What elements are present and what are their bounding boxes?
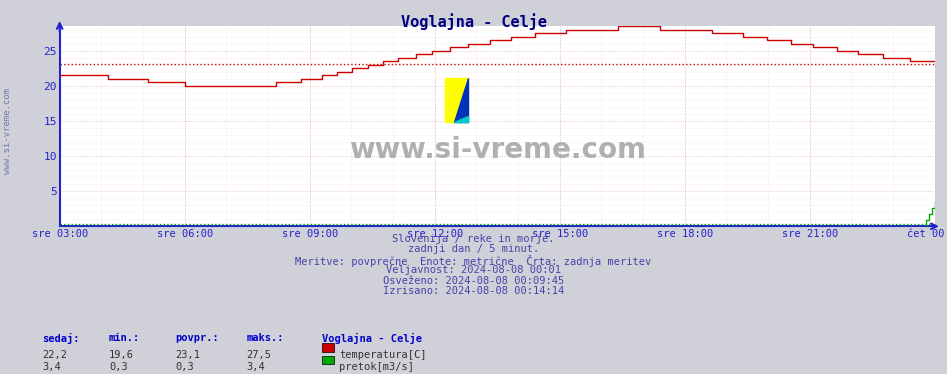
Text: 0,3: 0,3 (175, 362, 194, 372)
Text: Veljavnost: 2024-08-08 00:01: Veljavnost: 2024-08-08 00:01 (386, 265, 561, 275)
Polygon shape (455, 78, 469, 122)
Text: 23,1: 23,1 (175, 350, 200, 360)
Text: Izrisano: 2024-08-08 00:14:14: Izrisano: 2024-08-08 00:14:14 (383, 286, 564, 296)
Text: Voglajna - Celje: Voglajna - Celje (322, 333, 422, 344)
Text: Meritve: povprečne  Enote: metrične  Črta: zadnja meritev: Meritve: povprečne Enote: metrične Črta:… (295, 255, 652, 267)
Polygon shape (455, 116, 469, 122)
Text: Osveženo: 2024-08-08 00:09:45: Osveženo: 2024-08-08 00:09:45 (383, 276, 564, 286)
Text: 0,3: 0,3 (109, 362, 128, 372)
Text: pretok[m3/s]: pretok[m3/s] (339, 362, 414, 372)
Text: zadnji dan / 5 minut.: zadnji dan / 5 minut. (408, 244, 539, 254)
Text: sedaj:: sedaj: (43, 333, 80, 344)
Text: 27,5: 27,5 (246, 350, 271, 360)
Text: 19,6: 19,6 (109, 350, 134, 360)
Text: povpr.:: povpr.: (175, 333, 219, 343)
Text: www.si-vreme.com: www.si-vreme.com (3, 88, 12, 174)
Text: maks.:: maks.: (246, 333, 284, 343)
Text: 3,4: 3,4 (43, 362, 62, 372)
Text: temperatura[C]: temperatura[C] (339, 350, 426, 360)
Text: 22,2: 22,2 (43, 350, 67, 360)
Text: Slovenija / reke in morje.: Slovenija / reke in morje. (392, 234, 555, 244)
Text: www.si-vreme.com: www.si-vreme.com (348, 136, 646, 164)
Text: 3,4: 3,4 (246, 362, 265, 372)
Text: min.:: min.: (109, 333, 140, 343)
Text: Voglajna - Celje: Voglajna - Celje (401, 13, 546, 30)
Polygon shape (445, 78, 469, 122)
